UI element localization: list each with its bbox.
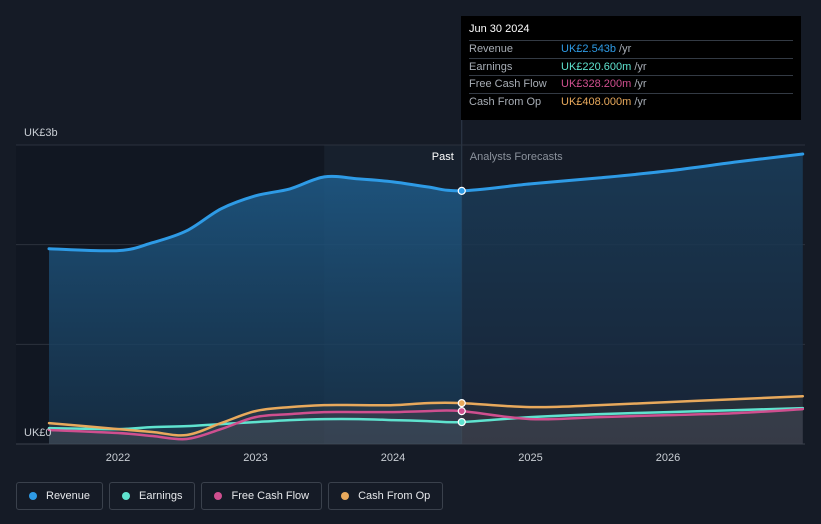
x-tick-label: 2026 bbox=[656, 452, 680, 464]
legend-dot-icon bbox=[214, 492, 223, 500]
x-tick-label: 2023 bbox=[243, 452, 267, 464]
forecast-label: Analysts Forecasts bbox=[470, 151, 563, 163]
legend-item-free-cash-flow[interactable]: Free Cash Flow bbox=[201, 482, 323, 510]
earnings-line bbox=[47, 406, 805, 431]
tooltip-label: Revenue bbox=[469, 43, 514, 56]
tooltip-unit: /yr bbox=[619, 43, 632, 56]
legend-item-earnings[interactable]: Earnings bbox=[109, 482, 196, 510]
revenue-area-forecast bbox=[461, 154, 803, 444]
tooltip-unit: /yr bbox=[634, 60, 647, 73]
legend-dot-icon bbox=[122, 492, 131, 500]
tooltip-date: Jun 30 2024 bbox=[469, 23, 530, 35]
legend-dot-icon bbox=[341, 492, 350, 500]
tooltip-label: Free Cash Flow bbox=[469, 78, 547, 91]
tooltip-value: UK£328.200m bbox=[561, 78, 632, 91]
tooltip-unit: /yr bbox=[634, 95, 647, 108]
tooltip-value: UK£408.000m bbox=[561, 95, 632, 108]
legend-label: Earnings bbox=[139, 490, 183, 502]
tooltip-rows: Revenue UK£2.543b/yr Earnings UK£220.600m/y… bbox=[469, 40, 793, 110]
y-tick-label-zero: UK£0 bbox=[24, 427, 52, 439]
legend-dot-icon bbox=[29, 492, 37, 500]
legend-label: Cash From Op bbox=[358, 490, 431, 502]
free-cash-flow-marker bbox=[457, 407, 466, 416]
revenue-line bbox=[47, 152, 805, 253]
legend-item-cash-from-op[interactable]: Cash From Op bbox=[328, 482, 444, 510]
revenue-marker bbox=[457, 186, 466, 195]
tooltip-unit: /yr bbox=[634, 78, 647, 91]
earnings-marker bbox=[457, 417, 466, 427]
tooltip-value: UK£220.600m bbox=[561, 60, 632, 73]
x-tick-label: 2025 bbox=[518, 452, 542, 464]
x-tick-label: 2022 bbox=[106, 452, 130, 464]
past-label: Past bbox=[432, 151, 454, 163]
free-cash-flow-line bbox=[47, 407, 805, 441]
cash-from-op-line bbox=[47, 394, 805, 437]
x-tick-label: 2024 bbox=[381, 452, 405, 464]
tooltip-row: Earnings UK£220.600m/yr bbox=[469, 57, 793, 76]
legend-item-revenue[interactable]: Revenue bbox=[16, 482, 104, 510]
tooltip-value: UK£2.543b bbox=[561, 43, 617, 56]
cash-from-op-marker bbox=[457, 399, 466, 408]
tooltip-label: Earnings bbox=[469, 60, 513, 73]
legend-label: Free Cash Flow bbox=[231, 490, 310, 502]
y-tick-label-top: UK£3b bbox=[24, 127, 58, 139]
tooltip: Jun 30 2024 Revenue UK£2.543b/yr Earnings U… bbox=[461, 16, 801, 120]
legend: Revenue Earnings Free Cash Flow Cash From O… bbox=[16, 482, 444, 510]
tooltip-row: Revenue UK£2.543b/yr bbox=[469, 40, 793, 58]
tooltip-row: Free Cash Flow UK£328.200m/yr bbox=[469, 75, 793, 93]
tooltip-row: Cash From Op UK£408.000m/yr bbox=[469, 92, 793, 111]
legend-label: Revenue bbox=[46, 490, 91, 502]
tooltip-label: Cash From Op bbox=[469, 95, 542, 108]
chart-svg: 2022 2023 2024 2025 2026 UK£3b UK£0 Past Analyst… bbox=[16, 16, 805, 464]
